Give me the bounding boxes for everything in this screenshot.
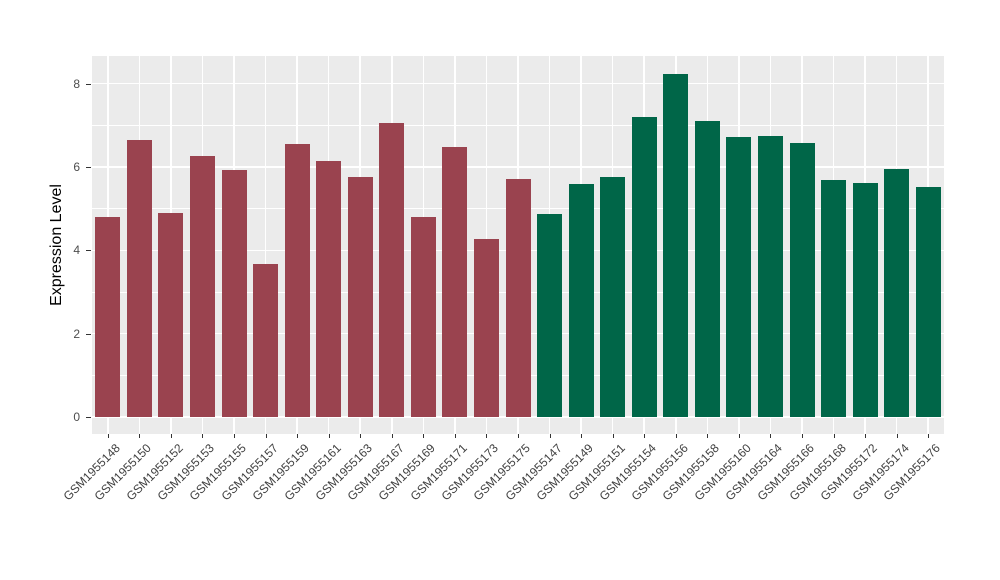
bar-GSM1955150 — [126, 140, 152, 417]
bar-GSM1955167 — [379, 122, 405, 417]
y-tick-label-8: 8 — [73, 76, 80, 91]
y-tick-label-0: 0 — [73, 410, 80, 424]
bar-GSM1955156 — [663, 73, 689, 417]
x-tick-mark-GSM1955173 — [486, 434, 488, 438]
x-tick-mark-GSM1955176 — [928, 434, 930, 438]
bar-GSM1955163 — [347, 176, 373, 417]
x-tick-mark-GSM1955159 — [297, 434, 299, 438]
bar-GSM1955152 — [158, 213, 184, 417]
x-tick-mark-GSM1955166 — [802, 434, 803, 438]
bar-GSM1955155 — [221, 169, 247, 417]
x-tick-mark-GSM1955148 — [107, 434, 109, 438]
plot-panel — [92, 56, 944, 434]
bar-GSM1955158 — [694, 121, 720, 417]
x-tick-mark-GSM1955172 — [865, 434, 867, 438]
bar-GSM1955171 — [442, 146, 468, 417]
x-tick-mark-GSM1955147 — [549, 434, 551, 438]
bar-GSM1955169 — [410, 216, 436, 417]
bar-GSM1955176 — [915, 186, 941, 417]
bar-GSM1955172 — [852, 183, 878, 417]
x-tick-mark-GSM1955155 — [234, 434, 235, 438]
x-tick-mark-GSM1955164 — [770, 434, 772, 438]
x-tick-mark-GSM1955152 — [170, 434, 172, 438]
bar-GSM1955164 — [757, 136, 783, 417]
x-tick-mark-GSM1955174 — [896, 434, 898, 438]
x-tick-mark-GSM1955171 — [454, 434, 456, 438]
bar-GSM1955147 — [537, 214, 563, 417]
y-tick-label-6: 6 — [73, 159, 80, 174]
y-tick-mark-2 — [86, 333, 91, 335]
bar-GSM1955166 — [789, 143, 815, 417]
bar-GSM1955154 — [631, 117, 657, 417]
gridline-x-GSM1955157 — [264, 56, 267, 434]
x-tick-mark-GSM1955161 — [328, 434, 330, 438]
bar-GSM1955159 — [284, 143, 310, 417]
x-tick-mark-GSM1955157 — [265, 434, 267, 438]
bar-GSM1955157 — [253, 264, 279, 417]
x-tick-mark-GSM1955168 — [833, 434, 835, 438]
x-tick-mark-GSM1955158 — [707, 434, 709, 438]
y-tick-mark-0 — [86, 417, 91, 418]
y-tick-mark-4 — [86, 250, 91, 252]
x-tick-mark-GSM1955149 — [581, 434, 583, 438]
bar-GSM1955160 — [726, 136, 752, 417]
x-tick-mark-GSM1955163 — [360, 434, 362, 438]
x-tick-mark-GSM1955167 — [391, 434, 393, 438]
bar-GSM1955153 — [189, 156, 215, 417]
bar-GSM1955161 — [316, 160, 342, 417]
x-tick-mark-GSM1955156 — [675, 434, 677, 438]
bar-GSM1955173 — [473, 239, 499, 417]
bar-GSM1955175 — [505, 179, 531, 417]
y-tick-label-2: 2 — [73, 326, 80, 341]
bar-GSM1955168 — [821, 180, 847, 417]
x-tick-mark-GSM1955169 — [423, 434, 425, 438]
y-tick-label-4: 4 — [73, 243, 80, 258]
bar-GSM1955148 — [95, 216, 121, 417]
bar-GSM1955174 — [884, 169, 910, 417]
x-tick-mark-GSM1955154 — [644, 434, 646, 438]
bar-GSM1955151 — [600, 176, 626, 417]
x-tick-mark-GSM1955153 — [202, 434, 204, 438]
bar-GSM1955149 — [568, 184, 594, 417]
x-tick-mark-GSM1955175 — [518, 434, 519, 438]
x-tick-mark-GSM1955160 — [738, 434, 740, 438]
x-tick-mark-GSM1955151 — [612, 434, 614, 438]
x-tick-mark-GSM1955150 — [139, 434, 141, 438]
y-tick-mark-8 — [86, 83, 91, 85]
y-tick-mark-6 — [86, 166, 91, 168]
